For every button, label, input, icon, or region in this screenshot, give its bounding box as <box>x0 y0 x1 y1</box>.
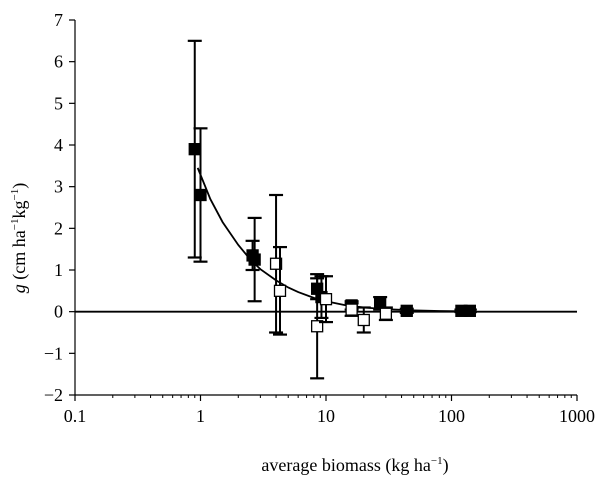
y-tick-label: 7 <box>54 10 63 30</box>
y-tick-label: 0 <box>54 302 63 322</box>
fit-curve-layer <box>196 167 474 313</box>
open-square-marker <box>269 257 283 270</box>
filled-square-marker <box>400 304 413 317</box>
x-tick-label: 0.1 <box>64 406 87 426</box>
open-square-point <box>310 273 325 380</box>
y-tick-label: 6 <box>54 52 63 72</box>
y-tick-label: 2 <box>54 218 63 238</box>
filled-square-point <box>399 304 414 317</box>
fit-curve-line <box>196 167 474 313</box>
y-tick-label: −1 <box>44 343 63 363</box>
x-tick-label: 100 <box>438 406 465 426</box>
filled-square-marker <box>194 188 207 202</box>
open-square-marker <box>345 303 358 316</box>
open-square-marker <box>379 307 393 320</box>
filled-square-marker <box>248 253 261 266</box>
y-tick-label: 4 <box>54 135 63 155</box>
y-tick-label: 3 <box>54 177 63 197</box>
x-tick-label: 1 <box>196 406 205 426</box>
y-tick-label: 1 <box>54 260 63 280</box>
y-tick-label: −2 <box>44 385 63 405</box>
filled-square-point <box>247 216 262 303</box>
filled-square-marker <box>463 304 476 317</box>
filled-square-point <box>193 127 208 263</box>
y-axis-title: g (cm ha−1kg−1) <box>9 183 30 293</box>
open-square-point <box>378 306 393 322</box>
open-square-marker <box>310 320 324 333</box>
x-tick-label: 10 <box>317 406 335 426</box>
y-tick-label: 5 <box>54 93 63 113</box>
filled-square-marker <box>188 143 201 156</box>
open-square-marker <box>319 293 333 306</box>
open-square-point <box>344 302 359 317</box>
open-square-marker <box>357 313 370 327</box>
open-square-point <box>273 245 288 336</box>
open-square-point <box>319 275 333 324</box>
filled-square-point <box>462 304 477 317</box>
x-tick-label: 1000 <box>559 406 595 426</box>
x-axis-title: average biomass (kg ha−1) <box>261 455 448 476</box>
open-square-point <box>356 306 371 334</box>
data-points-layer <box>187 39 477 380</box>
axes-layer: −2 −1 0 1 2 3 4 5 6 7 0.1 1 10 100 1000 <box>44 10 595 426</box>
open-square-marker <box>273 284 287 297</box>
